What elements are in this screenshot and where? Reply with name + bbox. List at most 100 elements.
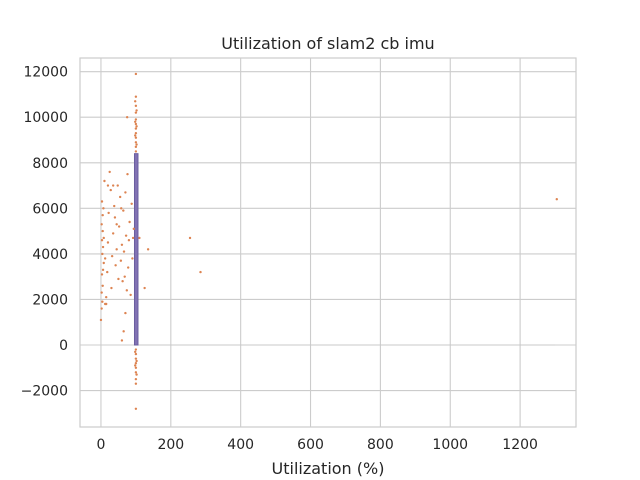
data-point-28 — [113, 216, 117, 219]
y-tick-label-2: 2000 — [32, 292, 68, 308]
data-point-84 — [134, 407, 138, 410]
data-point-1 — [100, 307, 103, 310]
data-point-32 — [117, 277, 120, 281]
data-point-55 — [106, 184, 110, 187]
data-point-46 — [126, 172, 129, 176]
data-point-19 — [106, 270, 109, 274]
data-point-45 — [125, 116, 129, 119]
data-point-24 — [110, 286, 113, 290]
data-point-60 — [124, 311, 127, 315]
data-point-64 — [134, 72, 138, 76]
data-point-49 — [128, 220, 131, 224]
data-point-10 — [100, 239, 104, 242]
x-tick-label-1: 200 — [157, 437, 184, 453]
data-point-63 — [103, 257, 107, 260]
data-point-35 — [119, 259, 123, 262]
data-point-33 — [117, 225, 121, 228]
data-point-16 — [103, 179, 106, 183]
data-point-41 — [123, 275, 126, 278]
data-point-54 — [132, 227, 135, 231]
box-layer — [133, 153, 556, 346]
data-point-23 — [109, 188, 112, 192]
plot-border — [79, 57, 577, 428]
data-point-75 — [134, 150, 138, 153]
data-point-86 — [135, 109, 138, 112]
y-tick-label-6: 10000 — [23, 110, 68, 126]
x-tick-label-0: 0 — [96, 437, 105, 453]
data-point-43 — [124, 234, 128, 237]
data-point-99 — [199, 270, 202, 274]
data-point-6 — [101, 268, 105, 272]
data-point-70 — [134, 127, 138, 130]
x-axis-title: Utilization (%) — [272, 459, 385, 478]
data-point-20 — [106, 241, 110, 244]
data-point-30 — [115, 248, 118, 251]
data-point-18 — [104, 295, 108, 299]
data-point-8 — [101, 252, 104, 256]
data-point-69 — [134, 122, 138, 126]
data-point-82 — [134, 377, 138, 381]
data-point-65 — [134, 95, 138, 98]
data-point-42 — [124, 191, 127, 194]
data-point-11 — [101, 229, 104, 233]
data-point-98 — [188, 236, 192, 240]
data-point-48 — [127, 239, 131, 242]
data-point-96 — [143, 286, 146, 290]
x-tick-label-5: 1000 — [432, 437, 468, 453]
data-point-57 — [115, 223, 118, 226]
data-point-59 — [122, 330, 125, 333]
x-tick-label-6: 1200 — [502, 437, 538, 453]
data-point-92 — [135, 359, 138, 363]
data-point-53 — [131, 236, 135, 240]
data-point-5 — [100, 273, 104, 276]
data-point-61 — [104, 302, 108, 306]
data-point-51 — [130, 202, 133, 205]
data-point-44 — [125, 289, 129, 292]
data-point-52 — [131, 257, 134, 260]
y-tick-label-7: 12000 — [23, 65, 68, 81]
data-point-14 — [102, 207, 105, 210]
data-point-34 — [118, 195, 122, 199]
data-point-77 — [134, 352, 138, 356]
y-tick-label-3: 4000 — [32, 247, 68, 263]
data-point-21 — [107, 211, 110, 215]
data-point-91 — [133, 350, 137, 354]
data-point-88 — [135, 125, 138, 128]
data-point-100 — [555, 198, 558, 201]
data-point-50 — [129, 293, 132, 297]
data-point-7 — [102, 261, 105, 265]
data-point-31 — [116, 184, 119, 187]
data-point-12 — [100, 223, 103, 226]
data-point-93 — [133, 364, 137, 367]
data-point-74 — [134, 145, 138, 149]
data-point-79 — [134, 362, 138, 365]
data-point-62 — [102, 236, 105, 240]
data-point-36 — [120, 243, 124, 246]
y-tick-label-5: 8000 — [32, 156, 68, 172]
data-point-66 — [134, 104, 138, 108]
data-point-26 — [111, 232, 115, 235]
x-tick-label-2: 400 — [227, 437, 254, 453]
y-tick-label-4: 6000 — [32, 201, 68, 217]
data-point-22 — [108, 170, 111, 174]
data-point-90 — [135, 143, 138, 146]
data-point-9 — [101, 245, 105, 249]
x-tick-labels: 0 200 400 600 800 1000 1200 — [96, 437, 537, 453]
data-point-94 — [135, 373, 138, 376]
data-point-13 — [101, 213, 104, 217]
data-point-47 — [127, 266, 130, 269]
data-point-80 — [134, 366, 138, 369]
data-point-40 — [122, 250, 126, 253]
x-tick-label-4: 800 — [367, 437, 394, 453]
data-point-58 — [120, 207, 123, 210]
y-tick-label-0: −2000 — [21, 384, 68, 400]
plot-frame — [79, 57, 577, 428]
scatter-points — [99, 72, 558, 410]
data-point-39 — [122, 209, 125, 212]
data-point-73 — [134, 141, 138, 144]
data-point-81 — [134, 371, 138, 374]
data-point-97 — [146, 248, 150, 251]
data-point-67 — [134, 111, 138, 114]
data-point-4 — [101, 284, 104, 287]
